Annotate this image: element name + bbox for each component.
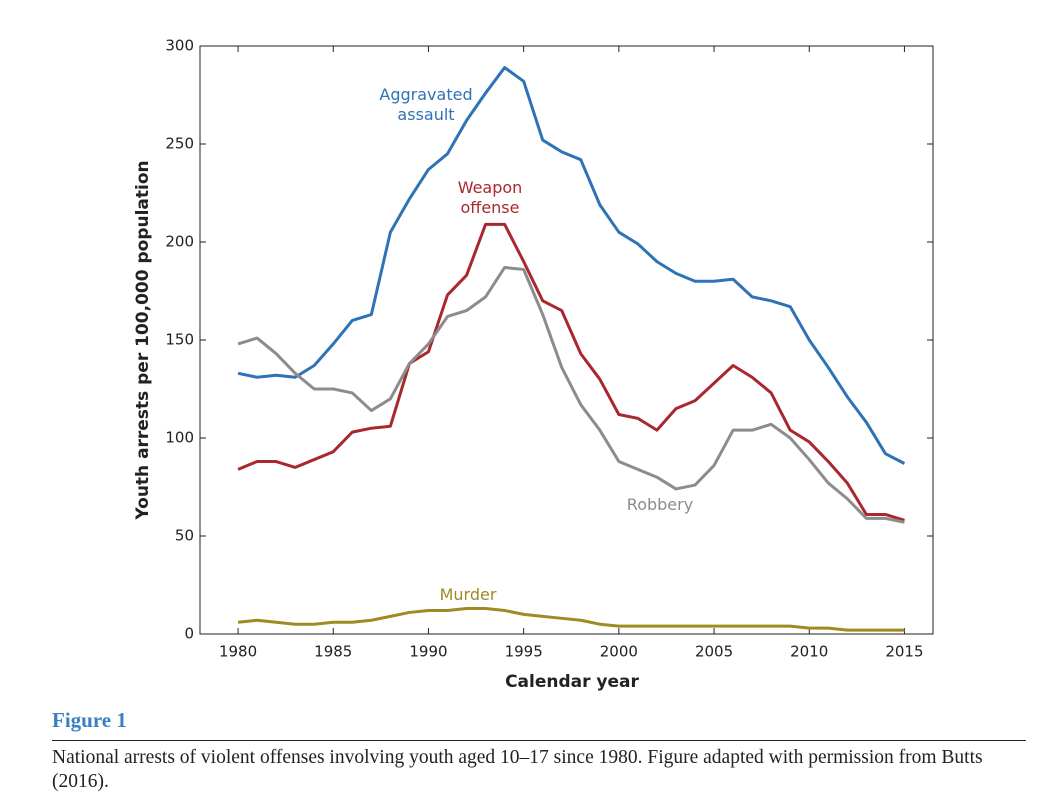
x-tick-label: 1980	[219, 643, 257, 661]
x-axis-label: Calendar year	[505, 672, 639, 692]
x-tick-label: 2000	[600, 643, 638, 661]
x-tick-label: 1985	[314, 643, 352, 661]
series-label: Weapon offense	[457, 178, 523, 217]
y-tick-label: 100	[165, 429, 194, 447]
y-tick-label: 300	[165, 37, 194, 55]
y-tick-label: 150	[165, 331, 194, 349]
x-tick-label: 2015	[885, 643, 923, 661]
plot-frame	[199, 45, 934, 635]
series-label: Robbery	[626, 495, 694, 514]
figure-label: Figure 1	[52, 708, 127, 732]
chart: Calendar year Youth arrests per 100,000 …	[133, 37, 934, 692]
y-tick-label: 0	[184, 625, 194, 643]
caption-rule	[52, 740, 1026, 741]
series-label: Aggravated assault	[379, 85, 473, 124]
x-tick-label: 2010	[790, 643, 828, 661]
series-line	[237, 607, 905, 632]
y-tick-label: 250	[165, 135, 194, 153]
series-label: Murder	[439, 585, 497, 604]
y-axis-label: Youth arrests per 100,000 population	[133, 160, 153, 520]
x-tick-label: 1995	[505, 643, 543, 661]
y-tick-label: 200	[165, 233, 194, 251]
series-line	[237, 222, 905, 522]
x-tick-label: 2005	[695, 643, 733, 661]
y-tick-label: 50	[175, 527, 194, 545]
x-tick-label: 1990	[409, 643, 447, 661]
figure-caption: National arrests of violent offenses inv…	[52, 747, 983, 792]
series-line	[237, 66, 906, 465]
series-line	[237, 265, 905, 524]
